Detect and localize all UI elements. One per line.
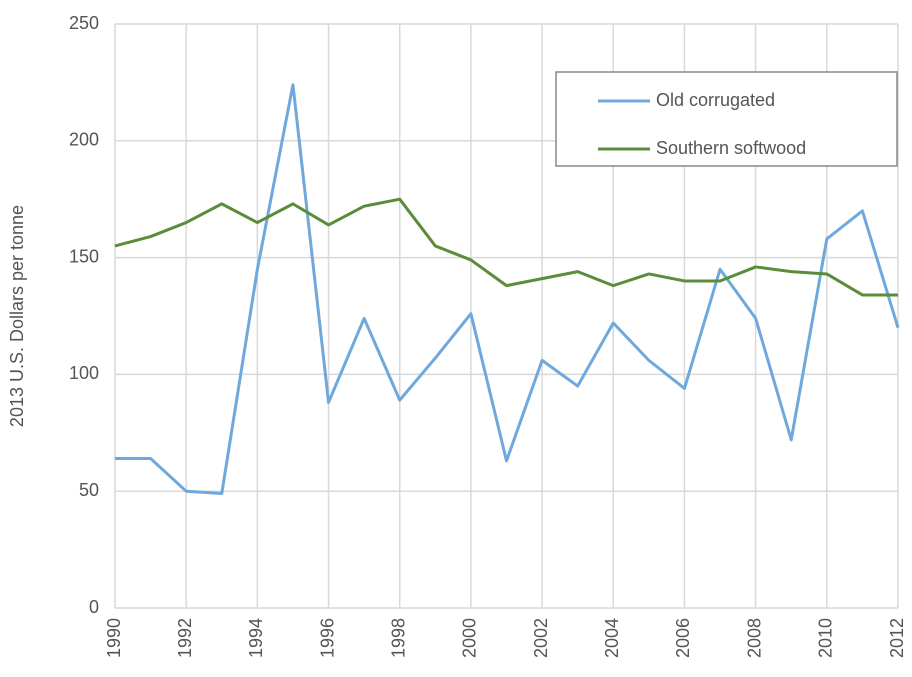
x-tick-label: 1994 (246, 618, 266, 658)
x-tick-label: 2002 (531, 618, 551, 658)
line-series (114, 197, 898, 297)
legend: Old corrugated Southern softwood (555, 71, 898, 167)
x-tick-label: 1990 (104, 618, 124, 658)
x-tick-label: 1998 (388, 618, 408, 658)
y-tick-label: 250 (69, 13, 99, 33)
x-tick-label: 2000 (460, 618, 480, 658)
legend-label: Old corrugated (656, 90, 775, 110)
y-axis-label: 2013 U.S. Dollars per tonne (7, 205, 27, 427)
y-tick-label: 50 (79, 480, 99, 500)
x-tick-label: 2006 (673, 618, 693, 658)
x-tick-label: 2004 (602, 618, 622, 658)
y-tick-label: 200 (69, 130, 99, 150)
x-tick-label: 1996 (317, 618, 337, 658)
x-tick-label: 2012 (887, 618, 907, 658)
y-tick-label: 150 (69, 246, 99, 266)
legend-label: Southern softwood (656, 138, 806, 158)
x-tick-label: 2010 (816, 618, 836, 658)
y-tick-label: 100 (69, 363, 99, 383)
x-tick-label: 2008 (744, 618, 764, 658)
line-series (115, 83, 900, 496)
x-tick-label: 1992 (175, 618, 195, 658)
y-tick-label: 0 (89, 597, 99, 617)
